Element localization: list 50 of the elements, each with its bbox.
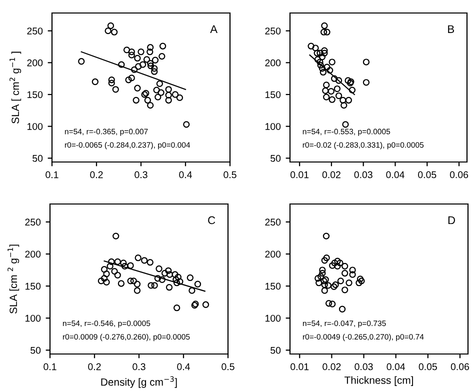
x-tick-label: 0.06 xyxy=(450,171,468,178)
y-tick-label: 100 xyxy=(27,123,43,130)
y-tick-label: 200 xyxy=(27,59,43,66)
y-tick-label: 250 xyxy=(25,218,41,226)
y-tick-label: 200 xyxy=(265,250,281,258)
x-tick-label: 0.04 xyxy=(386,171,404,178)
y-tick-label: 50 xyxy=(32,154,43,162)
y-tick-label: 150 xyxy=(265,91,281,98)
y-tick-label: 100 xyxy=(265,314,281,322)
x-tick-label: 0.05 xyxy=(418,363,437,370)
x-tick-label: 0.3 xyxy=(134,171,148,178)
x-tick-label: 0.04 xyxy=(386,363,406,370)
y-axis-title: SLA [cm $^{2}$ g$^{−1}$] xyxy=(8,244,20,314)
x-tick-label: 0.03 xyxy=(354,171,372,178)
annotation: A xyxy=(210,25,218,33)
x-tick-label: 0.4 xyxy=(177,363,190,370)
y-tick-label: 200 xyxy=(25,250,41,258)
x-tick-label: 0.1 xyxy=(46,171,58,178)
y-tick-label: 50 xyxy=(270,346,281,354)
x-tick-label: 0.2 xyxy=(90,171,103,178)
x-tick-label: 0.2 xyxy=(88,363,101,370)
x-tick-label: 0.06 xyxy=(450,363,470,370)
y-tick-label: 150 xyxy=(25,282,41,290)
x-tick-label: 0.01 xyxy=(290,363,309,370)
y-tick-label: 150 xyxy=(265,282,281,290)
x-axis-title: Density [g cm$^{−3}$] xyxy=(101,376,177,388)
x-tick-label: 0.4 xyxy=(179,171,192,178)
annotation: B xyxy=(448,25,454,33)
x-tick-label: 0.5 xyxy=(224,171,236,178)
y-tick-label: 100 xyxy=(265,123,281,130)
y-tick-label: 250 xyxy=(265,218,281,226)
annotation: C xyxy=(208,216,216,224)
x-tick-label: 0.05 xyxy=(418,171,436,178)
y-tick-label: 250 xyxy=(265,28,281,34)
y-tick-label: 100 xyxy=(25,314,41,322)
x-tick-label: 0.01 xyxy=(290,171,309,178)
x-axis-title: Thickness [cm] xyxy=(344,376,413,386)
y-tick-label: 50 xyxy=(30,346,41,354)
y-tick-label: 50 xyxy=(270,154,281,162)
y-tick-label: 150 xyxy=(27,91,43,98)
x-tick-label: 0.3 xyxy=(132,363,146,370)
x-tick-label: 0.5 xyxy=(222,363,234,370)
y-tick-label: 250 xyxy=(27,28,43,34)
x-tick-label: 0.02 xyxy=(322,363,341,370)
y-tick-label: 200 xyxy=(265,59,281,66)
x-tick-label: 0.1 xyxy=(44,363,56,370)
x-tick-label: 0.02 xyxy=(322,171,340,178)
annotation: D xyxy=(448,216,456,224)
y-axis-title: SLA [ cm$^{2}$ g$^{−1}$ ] xyxy=(10,52,22,124)
x-tick-label: 0.03 xyxy=(354,363,373,370)
